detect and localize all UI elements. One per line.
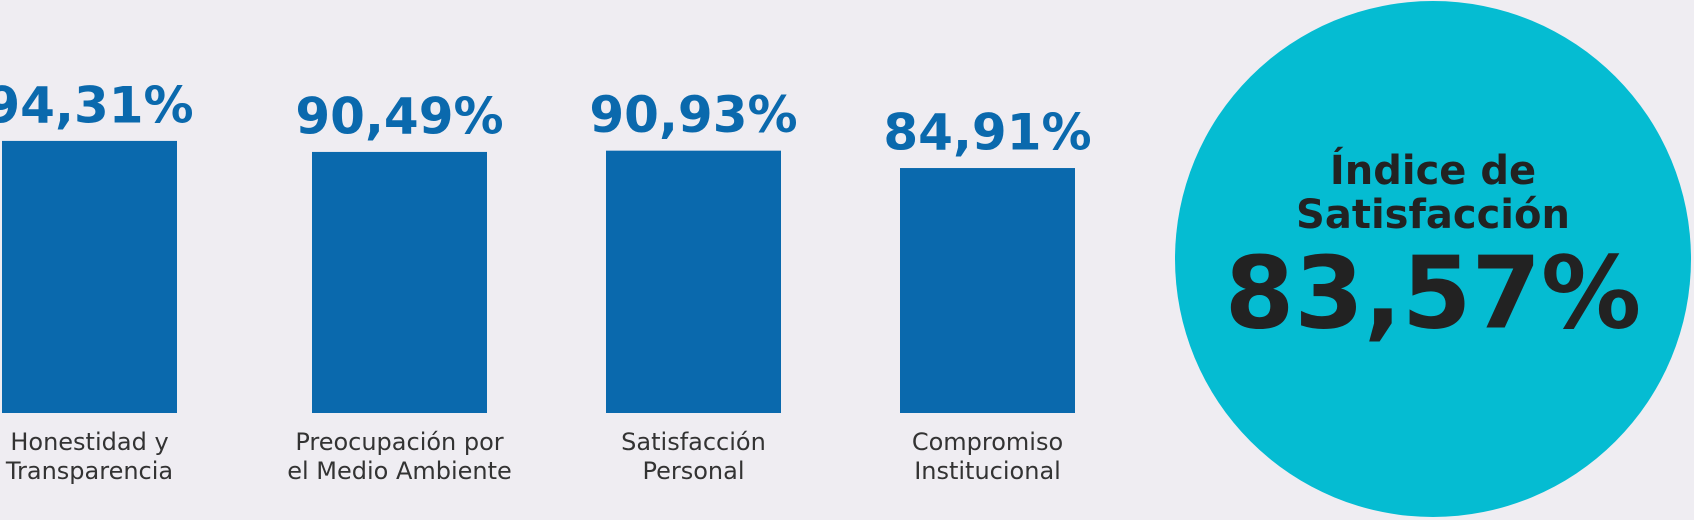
bar [606,150,781,414]
category-label: Satisfacción [621,428,766,456]
category-label: Transparencia [5,457,173,485]
bar [312,151,487,414]
summary-value: 83,57% [1225,234,1642,351]
category-label: Preocupación por [295,428,503,456]
category-label: el Medio Ambiente [287,457,512,485]
summary-circle [1175,1,1691,517]
category-label: Compromiso [912,428,1063,456]
bar [900,168,1075,413]
category-label: Personal [642,457,744,485]
value-label: 90,49% [295,87,503,145]
value-label: 94,31% [0,76,194,134]
category-label: Honestidad y [10,428,168,456]
summary-title: Índice de [1330,146,1536,194]
value-label: 90,93% [589,86,797,144]
bar [2,140,177,413]
summary-title: Satisfacción [1296,192,1570,238]
value-label: 84,91% [883,104,1091,162]
category-label: Institucional [914,457,1061,485]
